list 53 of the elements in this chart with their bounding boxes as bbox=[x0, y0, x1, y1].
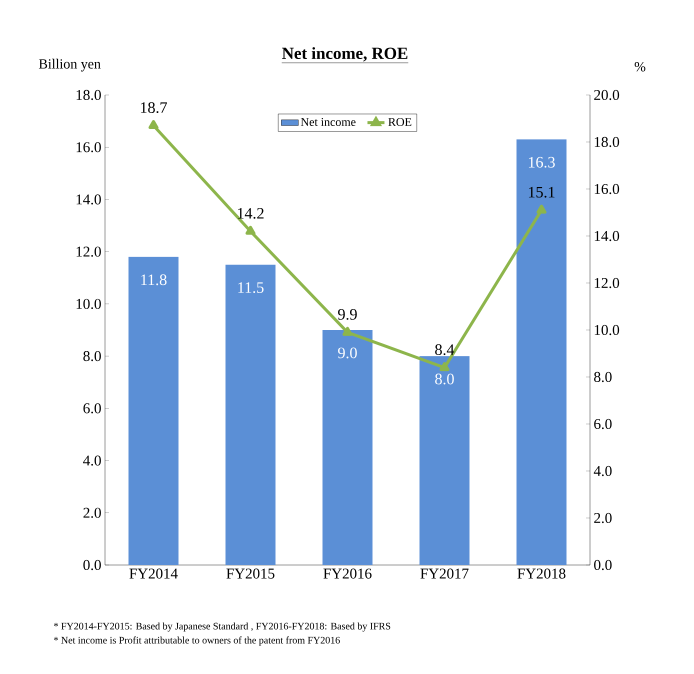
data-label: 11.8 bbox=[141, 274, 167, 286]
x-tick-label: FY2014 bbox=[129, 568, 178, 579]
y2-tick-label: 18.0 bbox=[594, 136, 620, 148]
y-tick-label: 4.0 bbox=[83, 455, 101, 466]
data-label: 16.3 bbox=[528, 156, 555, 168]
y-tick-label: 6.0 bbox=[83, 403, 101, 414]
text: * Net income is Profit attributable to owners of the patent from FY2016 bbox=[54, 636, 340, 646]
data-label: 14.2 bbox=[238, 208, 264, 219]
data-label: 9.0 bbox=[338, 348, 357, 358]
y-tick-label: 0.0 bbox=[83, 560, 101, 570]
data-label: 15.1 bbox=[528, 186, 554, 198]
data-label: 9.9 bbox=[338, 309, 357, 320]
point bbox=[536, 204, 546, 214]
x-tick-label: FY2015 bbox=[226, 568, 274, 579]
legend-label: Net income bbox=[300, 118, 356, 126]
y2-tick-label: 14.0 bbox=[594, 230, 620, 242]
data-label: 8.0 bbox=[435, 374, 454, 384]
y-axis-title: Billion yen bbox=[38, 58, 101, 72]
y2-tick-label: 20.0 bbox=[594, 90, 620, 100]
y2-tick-label: 6.0 bbox=[594, 418, 612, 430]
point bbox=[440, 362, 450, 372]
y-tick-label: 10.0 bbox=[76, 298, 101, 309]
bar bbox=[128, 256, 178, 565]
y-tick-label: 18.0 bbox=[76, 90, 101, 100]
data-label: 11.5 bbox=[238, 282, 264, 293]
y2-tick-label: 2.0 bbox=[594, 512, 612, 524]
y2-tick-label: 12.0 bbox=[594, 278, 620, 288]
bar bbox=[420, 356, 470, 565]
chart-title: Net income, ROE bbox=[282, 47, 408, 62]
x-tick-label: FY2016 bbox=[323, 568, 372, 579]
legend-label: ROE bbox=[388, 118, 412, 126]
y2-tick-label: 0.0 bbox=[594, 560, 612, 570]
y2-axis-title: % bbox=[634, 62, 646, 72]
y2-tick-label: 10.0 bbox=[594, 324, 620, 336]
y-tick-label: 16.0 bbox=[76, 142, 101, 152]
bar bbox=[322, 330, 372, 565]
bar bbox=[516, 139, 567, 565]
text: * FY2014-FY2015: Based by Japanese Standard , FY2016-FY2018: Based by IFRS bbox=[54, 622, 390, 632]
y-tick-label: 12.0 bbox=[76, 246, 101, 257]
point bbox=[342, 326, 352, 336]
x-tick-label: FY2018 bbox=[517, 568, 566, 579]
y2-tick-label: 16.0 bbox=[594, 184, 620, 194]
point bbox=[246, 226, 256, 235]
x-tick-label: FY2017 bbox=[420, 568, 469, 579]
y2-tick-label: 4.0 bbox=[594, 466, 612, 476]
y-tick-label: 14.0 bbox=[76, 194, 101, 205]
y2-tick-label: 8.0 bbox=[594, 372, 612, 382]
bar bbox=[226, 264, 276, 565]
y-tick-label: 2.0 bbox=[83, 508, 101, 518]
data-label: 18.7 bbox=[140, 102, 167, 114]
y-tick-label: 8.0 bbox=[83, 351, 101, 362]
data-label: 8.4 bbox=[435, 344, 454, 356]
point bbox=[148, 120, 158, 130]
